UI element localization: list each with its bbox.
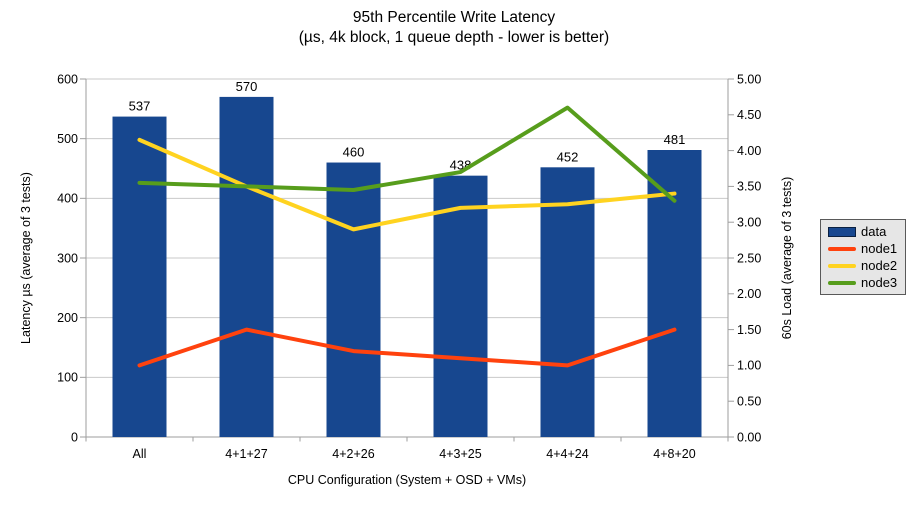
bar-value-label: 460 [343, 145, 365, 160]
legend-line-swatch [828, 246, 856, 251]
legend-label: data [861, 223, 887, 239]
series-line-node2 [137, 137, 677, 232]
bar-value-label: 537 [129, 99, 151, 114]
x-category-label: All [133, 447, 147, 461]
y-left-tick-label: 500 [57, 132, 78, 146]
legend: data node1 node2 node3 [820, 219, 906, 295]
chart-subtitle: (µs, 4k block, 1 queue depth - lower is … [298, 29, 610, 46]
y-left-tick-label: 200 [57, 311, 78, 325]
gridlines-layer [86, 78, 728, 378]
bar [647, 150, 702, 437]
legend-item-node3: node3 [828, 274, 905, 290]
legend-item-node2: node2 [828, 257, 905, 273]
bar-value-label: 452 [557, 149, 579, 164]
x-category-label: 4+8+20 [653, 447, 695, 461]
axes-layer [80, 78, 734, 442]
legend-item-node1: node1 [828, 240, 905, 256]
bar-value-label: 570 [236, 79, 258, 94]
y-right-tick-label: 0.50 [737, 395, 761, 409]
bar [112, 116, 167, 437]
legend-line-swatch [828, 263, 856, 268]
series-line-node3 [137, 105, 677, 203]
y-left-tick-label: 600 [57, 72, 78, 86]
y-right-tick-label: 3.00 [737, 216, 761, 230]
y-right-tick-label: 0.00 [737, 430, 761, 444]
y-left-tick-label: 400 [57, 192, 78, 206]
x-category-label: 4+1+27 [225, 447, 267, 461]
bar [326, 162, 381, 438]
legend-label: node1 [861, 240, 898, 256]
chart-title-block: 95th Percentile Write Latency (µs, 4k bl… [0, 8, 908, 48]
legend-label: node3 [861, 274, 898, 290]
legend-bar-swatch [828, 226, 856, 237]
y-left-tick-label: 100 [57, 371, 78, 385]
y-right-tick-label: 2.50 [737, 251, 761, 265]
x-category-label: 4+4+24 [546, 447, 588, 461]
y-right-tick-label: 2.00 [737, 287, 761, 301]
legend-item-data: data [828, 223, 905, 239]
legend-label: node2 [861, 257, 898, 273]
y-right-tick-label: 4.50 [737, 108, 761, 122]
y-right-tick-label: 5.00 [737, 72, 761, 86]
y-right-tick-label: 3.50 [737, 180, 761, 194]
right-axis-title: 60s Load (average of 3 tests) [780, 177, 794, 340]
y-left-tick-label: 300 [57, 251, 78, 265]
y-right-tick-label: 1.00 [737, 359, 761, 373]
y-right-tick-label: 4.00 [737, 144, 761, 158]
bar [540, 167, 595, 437]
left-axis-title: Latency µs (average of 3 tests) [19, 172, 33, 344]
bar [219, 96, 274, 438]
bar [433, 175, 488, 437]
x-category-label: 4+2+26 [332, 447, 374, 461]
series-line-node1 [137, 327, 677, 368]
y-right-tick-label: 1.50 [737, 323, 761, 337]
x-category-label: 4+3+25 [439, 447, 481, 461]
tick-labels-layer: 0 100 200 300 400 500 600 0.00 0.50 1.00 1.50 2.00 2… [57, 72, 761, 461]
x-axis-title: CPU Configuration (System + OSD + VMs) [288, 473, 526, 487]
chart-title: 95th Percentile Write Latency [352, 9, 556, 26]
y-left-tick-label: 0 [71, 430, 78, 444]
legend-line-swatch [828, 280, 856, 285]
bars-layer [112, 96, 702, 438]
lines-layer [137, 105, 677, 368]
bar-value-label: 481 [664, 132, 686, 147]
